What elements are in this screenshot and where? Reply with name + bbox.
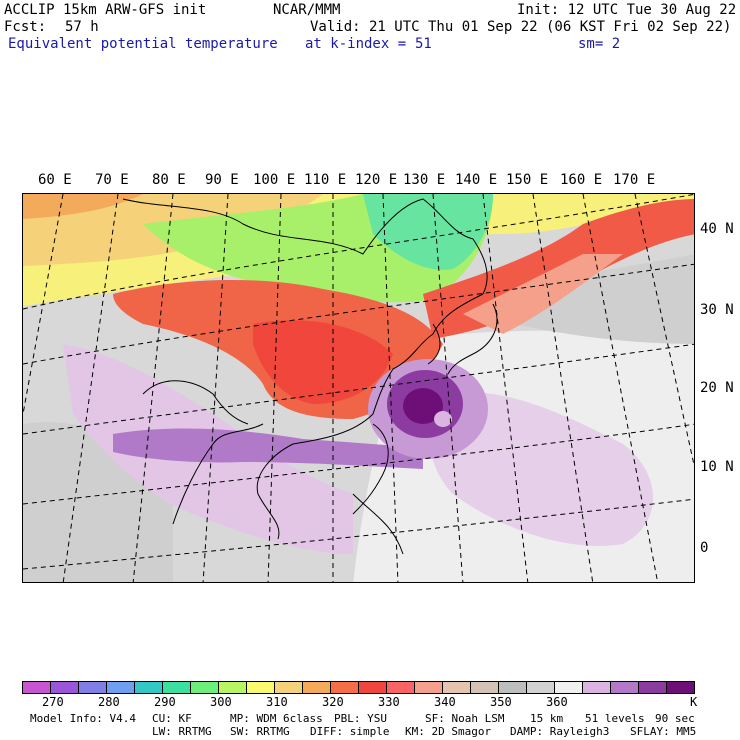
- colorbar-swatch: [667, 682, 694, 693]
- footer-item: 15 km: [530, 712, 564, 725]
- lon-label: 160 E: [560, 172, 603, 188]
- lon-label: 100 E: [253, 172, 296, 188]
- lon-label: 90 E: [205, 172, 239, 188]
- lon-label: 120 E: [355, 172, 398, 188]
- colorbar-label: 340: [434, 695, 456, 709]
- lon-label: 150 E: [506, 172, 549, 188]
- colorbar-swatch: [359, 682, 387, 693]
- field-name: Equivalent potential temperature: [8, 36, 278, 52]
- colorbar-label: 330: [378, 695, 400, 709]
- lat-label: 0: [700, 540, 709, 556]
- colorbar-swatch: [331, 682, 359, 693]
- theta-e-field: [23, 194, 694, 582]
- map-panel: [22, 193, 695, 583]
- colorbar-swatch: [23, 682, 51, 693]
- lat-label: 40 N: [700, 221, 734, 237]
- lat-label: 30 N: [700, 302, 734, 318]
- colorbar-label: 280: [98, 695, 120, 709]
- footer-item: 51 levels: [585, 712, 645, 725]
- lon-label: 110 E: [304, 172, 347, 188]
- smooth-label: sm= 2: [578, 36, 621, 52]
- lon-label: 170 E: [613, 172, 656, 188]
- colorbar-swatch: [303, 682, 331, 693]
- fcst-value: 57 h: [65, 19, 99, 35]
- footer-item: DIFF: simple: [310, 725, 390, 738]
- level-value: 51: [415, 36, 432, 52]
- colorbar-swatch: [191, 682, 219, 693]
- lon-label: 60 E: [38, 172, 72, 188]
- model-title: ACCLIP 15km ARW-GFS init: [4, 2, 207, 18]
- colorbar-swatch: [219, 682, 247, 693]
- colorbar-swatch: [471, 682, 499, 693]
- lat-label: 10 N: [700, 459, 734, 475]
- colorbar-swatch: [275, 682, 303, 693]
- footer-item: PBL: YSU: [334, 712, 387, 725]
- colorbar-swatch: [163, 682, 191, 693]
- colorbar-label: 300: [210, 695, 232, 709]
- footer-item: LW: RRTMG: [152, 725, 212, 738]
- colorbar-unit: K: [690, 695, 698, 709]
- fcst-label: Fcst:: [4, 19, 47, 35]
- level-label: at k-index =: [305, 36, 407, 52]
- footer-item: DAMP: Rayleigh3: [510, 725, 610, 738]
- colorbar-swatch: [499, 682, 527, 693]
- footer-item: 90 sec: [655, 712, 695, 725]
- colorbar-swatch: [555, 682, 583, 693]
- colorbar-label: 320: [322, 695, 344, 709]
- footer-item: MP: WDM 6class: [230, 712, 323, 725]
- colorbar-swatch: [247, 682, 275, 693]
- lat-label: 20 N: [700, 380, 734, 396]
- colorbar-swatch: [79, 682, 107, 693]
- lon-label: 140 E: [455, 172, 498, 188]
- colorbar-swatch: [387, 682, 415, 693]
- colorbar-swatch: [135, 682, 163, 693]
- footer-item: SF: Noah LSM: [425, 712, 505, 725]
- colorbar-swatch: [415, 682, 443, 693]
- colorbar: [22, 681, 695, 694]
- lon-label: 70 E: [95, 172, 129, 188]
- colorbar-swatch: [107, 682, 135, 693]
- colorbar-swatch: [639, 682, 667, 693]
- footer-item: SFLAY: MM5: [630, 725, 697, 738]
- colorbar-swatch: [443, 682, 471, 693]
- colorbar-label: 360: [546, 695, 568, 709]
- valid-time: Valid: 21 UTC Thu 01 Sep 22 (06 KST Fri …: [310, 19, 732, 35]
- colorbar-swatch: [527, 682, 555, 693]
- colorbar-swatch: [611, 682, 639, 693]
- footer-item: SW: RRTMG: [230, 725, 290, 738]
- footer-item: Model Info: V4.4: [30, 712, 136, 725]
- lon-label: 130 E: [403, 172, 446, 188]
- colorbar-swatch: [583, 682, 611, 693]
- lon-label: 80 E: [152, 172, 186, 188]
- colorbar-label: 310: [266, 695, 288, 709]
- init-time: Init: 12 UTC Tue 30 Aug 22: [517, 2, 737, 18]
- footer-item: KM: 2D Smagor: [405, 725, 492, 738]
- center-label: NCAR/MMM: [273, 2, 341, 18]
- colorbar-label: 350: [490, 695, 512, 709]
- colorbar-swatch: [51, 682, 79, 693]
- colorbar-label: 270: [42, 695, 64, 709]
- footer-item: CU: KF: [152, 712, 192, 725]
- colorbar-label: 290: [154, 695, 176, 709]
